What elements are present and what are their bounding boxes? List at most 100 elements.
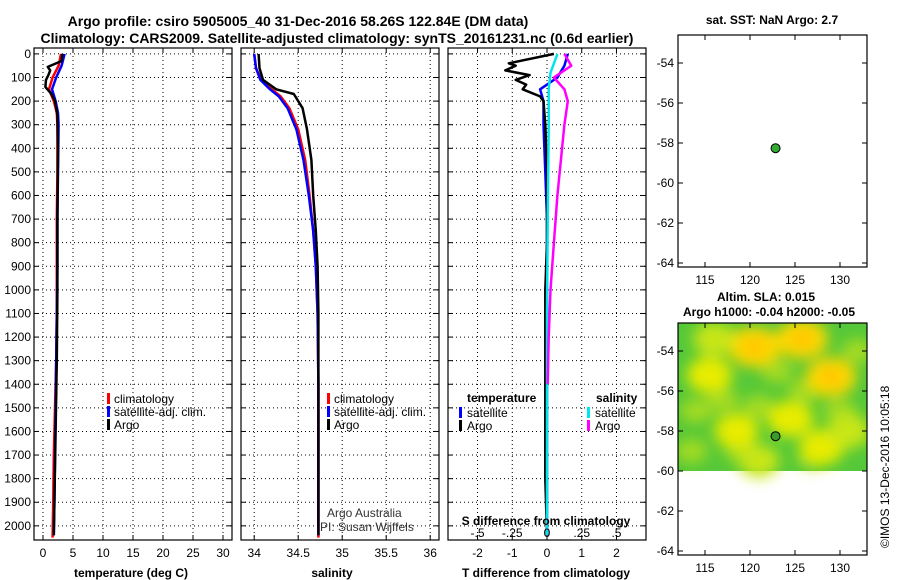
lat-tick-label: -64 (657, 544, 675, 558)
series-line-salinity-satellite (545, 53, 559, 536)
lat-tick-label: -64 (657, 256, 675, 270)
lat-tick-label: -56 (657, 96, 675, 110)
series-group (504, 52, 573, 536)
heatmap-cell (693, 323, 735, 356)
salinity-profile-panel: 34 34.5 35 35.5 36 (240, 47, 440, 560)
temperature-legend: climatology satellite-adj. clim. Argo (107, 392, 206, 432)
x-tick-label: -2 (472, 546, 483, 560)
salinity-xlabel: salinity (311, 566, 353, 580)
lon-tick-label: 120 (740, 561, 760, 575)
imos-watermark: ©IMOS 13-Dec-2016 10:05:18 (878, 385, 892, 548)
plot-frame (240, 47, 440, 541)
depth-tick-label: 1500 (4, 401, 31, 415)
legend-label-climatology: climatology (334, 392, 394, 406)
depth-tick-label: 1200 (4, 330, 31, 344)
series-line-argo (257, 53, 320, 536)
lat-tick-label: -62 (657, 216, 675, 230)
series-line-climatology (252, 53, 320, 538)
legend-swatch-temp-satellite (459, 407, 462, 418)
legend-label-climatology: climatology (114, 392, 174, 406)
x-tick-label: 35.5 (375, 546, 399, 560)
difference-xlabel: T difference from climatology (462, 566, 630, 580)
heatmap-cell (761, 359, 793, 383)
lat-tick-label: -58 (657, 136, 675, 150)
lon-tick-label: 115 (695, 561, 714, 575)
depth-tick-label: 1000 (4, 283, 31, 297)
legend-label-sal-satellite: satellite (595, 406, 636, 420)
sst-map-title: sat. SST: NaN Argo: 2.7 (706, 13, 839, 27)
x-tick-label: 25 (186, 546, 200, 560)
s-tick-label: 0 (544, 526, 551, 540)
series-line-argo (44, 53, 64, 536)
heatmap-cell (842, 339, 867, 363)
legend-swatch-climatology (327, 393, 330, 404)
lat-tick-label: -54 (657, 344, 675, 358)
depth-tick-label: 300 (11, 118, 31, 132)
title-line-1: Argo profile: csiro 5905005_40 31-Dec-20… (68, 13, 529, 29)
legend-label-argo: Argo (114, 418, 140, 432)
legend-label-sal-argo: Argo (595, 419, 621, 433)
heatmap-cell (680, 399, 712, 423)
legend-label-satellite: satellite-adj. clim. (334, 405, 426, 419)
x-tick-label: 10 (96, 546, 110, 560)
legend-swatch-climatology (107, 393, 110, 404)
depth-tick-label: 200 (11, 94, 31, 108)
s-tick-label: .5 (611, 526, 621, 540)
heatmap-cell (821, 369, 841, 385)
heatmap-cell (827, 414, 867, 448)
lon-tick-label: 130 (830, 273, 850, 287)
depth-tick-label: 1300 (4, 354, 31, 368)
sla-map-title-2: Argo h1000: -0.04 h2000: -0.05 (683, 305, 855, 319)
legend-swatch-argo (327, 419, 330, 430)
heatmap-cell (686, 357, 733, 393)
heatmap-cell (678, 439, 708, 463)
series-line-temperature-argo (504, 52, 555, 536)
argo-float-marker (770, 431, 781, 442)
legend-title-temperature: temperature (467, 391, 537, 405)
heatmap-cell (792, 331, 813, 347)
salinity-legend: climatology satellite-adj. clim. Argo (327, 392, 426, 432)
x-tick-label: -1 (507, 546, 518, 560)
temperature-xlabel: temperature (deg C) (74, 566, 188, 580)
difference-legend: temperature salinity satellite Argo sate… (459, 391, 638, 433)
depth-tick-label: 500 (11, 165, 31, 179)
depth-tick-label: 2000 (4, 519, 31, 533)
series-group (252, 53, 320, 538)
lon-tick-label: 130 (830, 561, 850, 575)
x-tick-label: 15 (126, 546, 140, 560)
legend-label-temp-satellite: satellite (467, 406, 508, 420)
depth-tick-label: 400 (11, 141, 31, 155)
depth-tick-label: 700 (11, 212, 31, 226)
heatmap-cell (743, 395, 775, 419)
series-line-satellite-adj-clim- (252, 53, 320, 536)
x-tick-label: 30 (216, 546, 230, 560)
title-line-2: Climatology: CARS2009. Satellite-adjuste… (41, 30, 634, 46)
legend-title-salinity: salinity (596, 391, 638, 405)
annotation-pi: PI: Susan Wijffels (320, 520, 414, 534)
map-frame (677, 34, 868, 268)
lat-tick-label: -58 (657, 424, 675, 438)
lat-tick-label: -60 (657, 176, 675, 190)
x-tick-label: 20 (156, 546, 170, 560)
depth-tick-label: 1900 (4, 495, 31, 509)
plot-frame (33, 47, 233, 541)
depth-tick-label: 1100 (5, 306, 31, 320)
heatmap-cell (707, 389, 739, 413)
x-tick-label: 35 (336, 546, 350, 560)
legend-label-satellite: satellite-adj. clim. (114, 405, 206, 419)
lon-tick-label: 125 (785, 273, 805, 287)
lat-tick-label: -62 (657, 504, 675, 518)
lon-tick-label: 120 (740, 273, 760, 287)
legend-swatch-satellite (107, 406, 110, 417)
depth-tick-label: 100 (11, 70, 31, 84)
lon-tick-label: 125 (785, 561, 805, 575)
x-tick-label: 34.5 (287, 546, 311, 560)
depth-tick-label: 0 (24, 47, 31, 61)
legend-swatch-sal-satellite (587, 407, 590, 418)
x-tick-label: 1 (578, 546, 585, 560)
x-tick-label: 34 (248, 546, 262, 560)
x-tick-label: 36 (424, 546, 438, 560)
depth-tick-label: 1400 (4, 377, 31, 391)
legend-swatch-satellite (327, 406, 330, 417)
